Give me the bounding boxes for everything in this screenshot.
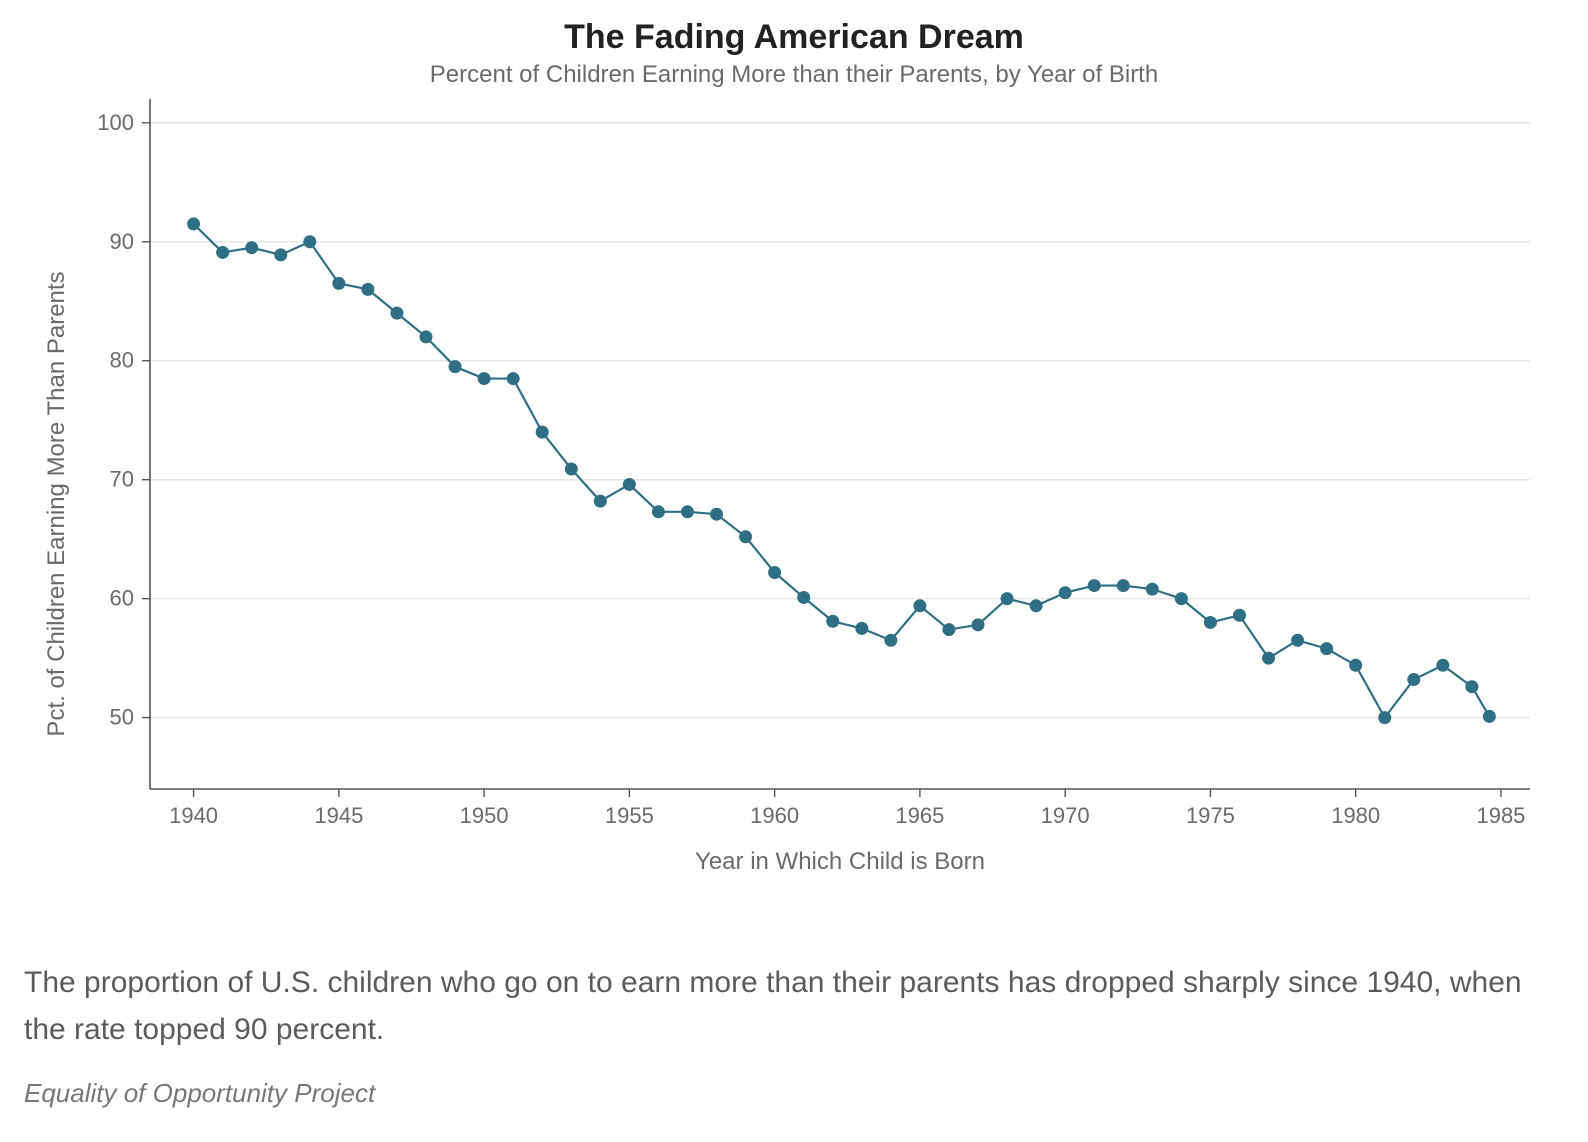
data-marker (1291, 634, 1304, 647)
data-marker (1349, 659, 1362, 672)
data-marker (1378, 711, 1391, 724)
data-marker (536, 426, 549, 439)
data-marker (1001, 592, 1014, 605)
data-marker (884, 634, 897, 647)
data-marker (594, 495, 607, 508)
y-tick-label: 90 (110, 229, 134, 254)
data-marker (390, 307, 403, 320)
x-tick-label: 1975 (1186, 803, 1235, 828)
x-tick-label: 1955 (605, 803, 654, 828)
data-marker (478, 372, 491, 385)
data-marker (826, 615, 839, 628)
plot-background (0, 89, 1588, 879)
data-marker (739, 530, 752, 543)
x-tick-label: 1980 (1331, 803, 1380, 828)
data-marker (1233, 609, 1246, 622)
x-tick-label: 1945 (314, 803, 363, 828)
data-marker (245, 241, 258, 254)
data-marker (332, 277, 345, 290)
data-marker (565, 462, 578, 475)
x-axis-title: Year in Which Child is Born (695, 848, 985, 875)
data-marker (652, 505, 665, 518)
x-tick-label: 1940 (169, 803, 218, 828)
y-axis-title: Pct. of Children Earning More Than Paren… (43, 271, 70, 736)
data-marker (1146, 583, 1159, 596)
data-marker (623, 478, 636, 491)
data-marker (797, 591, 810, 604)
data-marker (1175, 592, 1188, 605)
data-marker (303, 235, 316, 248)
data-marker (187, 217, 200, 230)
chart-subtitle: Percent of Children Earning More than th… (0, 61, 1588, 89)
data-marker (1088, 579, 1101, 592)
data-marker (710, 508, 723, 521)
data-marker (855, 622, 868, 635)
page-root: The Fading American Dream Percent of Chi… (0, 0, 1588, 1142)
data-marker (1262, 652, 1275, 665)
data-marker (1059, 586, 1072, 599)
y-tick-label: 70 (110, 467, 134, 492)
y-tick-label: 50 (110, 705, 134, 730)
data-marker (274, 248, 287, 261)
x-tick-label: 1960 (750, 803, 799, 828)
chart-title: The Fading American Dream (0, 18, 1588, 57)
data-marker (972, 618, 985, 631)
chart-svg-holder: 50 60 70 80 90 100 1940 1945 1950 1955 1960 1965 197… (0, 89, 1588, 884)
data-marker (1117, 579, 1130, 592)
chart-caption: The proportion of U.S. children who go o… (0, 960, 1588, 1053)
data-marker (1204, 616, 1217, 629)
chart-svg: 50 60 70 80 90 100 1940 1945 1950 1955 1960 1965 197… (0, 89, 1588, 879)
data-marker (913, 599, 926, 612)
x-tick-label: 1970 (1041, 803, 1090, 828)
x-tick-label: 1965 (895, 803, 944, 828)
x-tick-label: 1985 (1476, 803, 1525, 828)
data-marker (361, 283, 374, 296)
chart-container: The Fading American Dream Percent of Chi… (0, 0, 1588, 884)
y-tick-label: 60 (110, 586, 134, 611)
data-marker (507, 372, 520, 385)
data-marker (1320, 642, 1333, 655)
data-marker (216, 246, 229, 259)
y-tick-label: 100 (97, 110, 134, 135)
x-tick-label: 1950 (460, 803, 509, 828)
data-marker (420, 330, 433, 343)
y-tick-label: 80 (110, 348, 134, 373)
data-marker (449, 360, 462, 373)
data-marker (681, 505, 694, 518)
data-marker (942, 623, 955, 636)
data-marker (1030, 599, 1043, 612)
data-marker (1436, 659, 1449, 672)
data-marker (1407, 673, 1420, 686)
chart-source: Equality of Opportunity Project (0, 1072, 399, 1109)
data-marker (768, 566, 781, 579)
